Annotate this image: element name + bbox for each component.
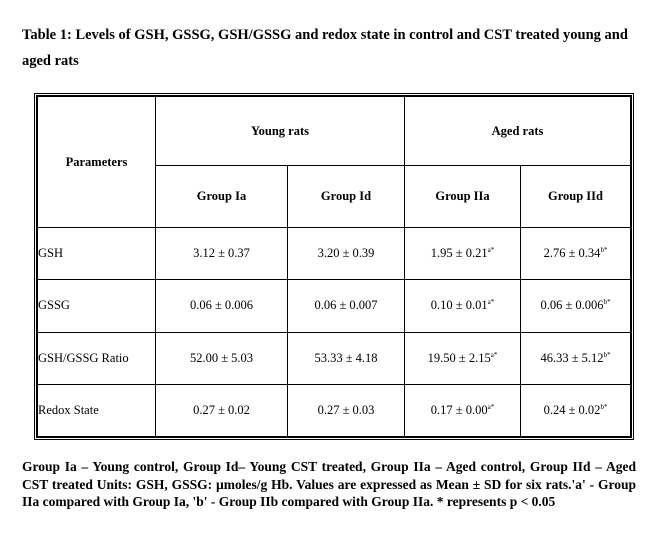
significance-marker: a* [490,350,498,359]
table-row: GSH 3.12 ± 0.37 3.20 ± 0.39 1.95 ± 0.21a* 2.… [37,226,631,281]
table-cell: 0.06 ± 0.006b* [520,279,631,333]
cell-value: 1.95 ± 0.21 [430,246,488,261]
cell-value: 0.27 ± 0.02 [193,402,250,417]
cell-value: 53.33 ± 4.18 [314,350,378,365]
header-aged-rats: Aged rats [404,96,631,166]
cell-value: 0.06 ± 0.007 [314,298,378,313]
row-label: GSSG [37,279,156,333]
table-row: GSH/GSSG Ratio 52.00 ± 5.03 53.33 ± 4.18 19… [37,331,631,385]
significance-marker: b* [600,402,608,411]
table-cell: 3.12 ± 0.37 [155,226,288,281]
cell-value: 3.20 ± 0.39 [317,246,375,261]
table-cell: 0.24 ± 0.02b* [520,383,631,438]
table-caption: Table 1: Levels of GSH, GSSG, GSH/GSSG a… [22,27,628,69]
significance-marker: a* [487,402,495,411]
cell-value: 3.12 ± 0.37 [193,246,250,261]
table-cell: 3.20 ± 0.39 [287,226,405,281]
row-label: Redox State [37,383,156,438]
cell-value: 46.33 ± 5.12 [540,350,604,365]
data-table-frame: Parameters Young rats Aged rats Group Ia… [34,93,634,440]
cell-value: 0.06 ± 0.006 [189,298,254,313]
cell-value: 19.50 ± 2.15 [427,350,491,365]
table-footnote: Group Ia – Young control, Group Id– Youn… [22,459,636,509]
cell-value: 0.17 ± 0.00 [430,402,488,417]
table-cell: 0.27 ± 0.02 [155,383,288,438]
header-group-ia: Group Ia [155,165,288,228]
significance-marker: a* [487,245,495,254]
table-cell: 19.50 ± 2.15a* [404,331,521,385]
table-cell: 1.95 ± 0.21a* [404,226,521,281]
table-cell: 0.06 ± 0.007 [287,279,405,333]
significance-marker: b* [603,298,611,307]
table-cell: 0.10 ± 0.01a* [404,279,521,333]
row-label: GSH/GSSG Ratio [37,331,156,385]
row-label: GSH [37,226,156,281]
table-row: GSSG 0.06 ± 0.006 0.06 ± 0.007 0.10 ± 0.01a… [37,279,631,333]
cell-value: 0.10 ± 0.01 [430,298,488,313]
data-table: Parameters Young rats Aged rats Group Ia… [37,96,631,438]
table-cell: 2.76 ± 0.34b* [520,226,631,281]
header-group-iid: Group IId [520,165,631,228]
significance-marker: a* [487,298,495,307]
table-cell: 52.00 ± 5.03 [155,331,288,385]
cell-value: 0.06 ± 0.006 [540,298,604,313]
cell-value: 0.24 ± 0.02 [543,402,601,417]
header-parameters: Parameters [37,96,156,228]
table-row: Redox State 0.27 ± 0.02 0.27 ± 0.03 0.17 ± … [37,383,631,438]
significance-marker: b* [600,245,608,254]
table-cell: 0.17 ± 0.00a* [404,383,521,438]
header-group-id: Group Id [287,165,405,228]
header-group-iia: Group IIa [404,165,521,228]
table-cell: 0.06 ± 0.006 [155,279,288,333]
cell-value: 52.00 ± 5.03 [189,350,254,365]
table-body: GSH 3.12 ± 0.37 3.20 ± 0.39 1.95 ± 0.21a* 2.… [37,226,631,438]
significance-marker: b* [603,350,611,359]
cell-value: 0.27 ± 0.03 [317,402,375,417]
table-cell: 0.27 ± 0.03 [287,383,405,438]
table-cell: 46.33 ± 5.12b* [520,331,631,385]
header-young-rats: Young rats [155,96,405,166]
table-cell: 53.33 ± 4.18 [287,331,405,385]
cell-value: 2.76 ± 0.34 [543,246,601,261]
